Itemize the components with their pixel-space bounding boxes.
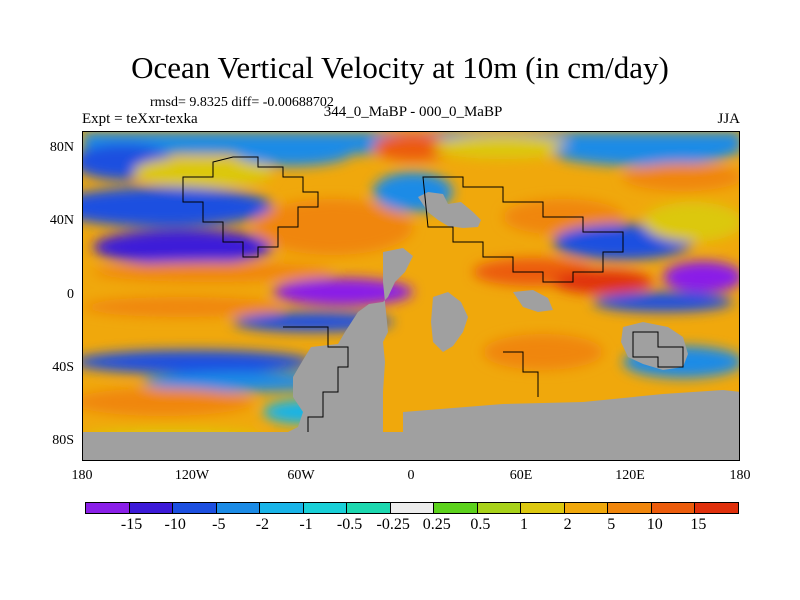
rmsd-diff-stats: rmsd= 9.8325 diff= -0.00688702 (150, 95, 334, 110)
colorbar-label: -0.5 (336, 516, 363, 533)
colorbar-label: -1 (299, 516, 313, 533)
map-canvas (83, 132, 739, 460)
land-masses (83, 192, 739, 460)
colorbar-box (608, 503, 652, 513)
colorbar-box (564, 503, 609, 513)
lat-label-80s: 80S (52, 433, 74, 448)
colorbar-label: 5 (607, 516, 616, 533)
colorbar-box (651, 503, 696, 513)
colorbar-label: -10 (164, 516, 186, 533)
colorbar-box (173, 503, 217, 513)
colorbar-box (695, 503, 738, 513)
colorbar-box (260, 503, 304, 513)
colorbar-box (86, 503, 130, 513)
colorbar-label: 10 (646, 516, 663, 533)
season-label: JJA (717, 111, 740, 127)
colorbar-box (477, 503, 522, 513)
lat-label-80n: 80N (49, 140, 74, 155)
lon-label-60e: 60E (509, 468, 533, 483)
plot-title: Ocean Vertical Velocity at 10m (in cm/da… (131, 50, 669, 85)
lon-label-60w: 60W (287, 468, 315, 483)
colorbar-label: 2 (563, 516, 572, 533)
colorbar-label: 15 (690, 516, 707, 533)
lon-label-0: 0 (407, 468, 415, 483)
coastline-outlines (182, 156, 684, 432)
vertical-velocity-map (82, 131, 740, 461)
colorbar-label: -15 (120, 516, 143, 533)
colorbar (85, 502, 739, 514)
period-difference-label: 344_0_MaBP - 000_0_MaBP (323, 104, 503, 120)
colorbar-box (347, 503, 391, 513)
colorbar-box (216, 503, 261, 513)
lat-label-eq: 0 (67, 287, 74, 302)
lat-label-40s: 40S (52, 360, 74, 375)
colorbar-box (390, 503, 435, 513)
lon-label-120e: 120E (615, 468, 645, 483)
colorbar-label: 0.25 (422, 516, 451, 533)
lon-label-180w: 180 (71, 468, 93, 483)
lon-label-180e: 180 (729, 468, 751, 483)
colorbar-label: -5 (212, 516, 226, 533)
colorbar-box (129, 503, 174, 513)
colorbar-label: 0.5 (470, 516, 491, 533)
colorbar-box (434, 503, 478, 513)
lat-label-40n: 40N (49, 213, 74, 228)
colorbar-label: 1 (520, 516, 528, 533)
colorbar-label: -0.25 (376, 516, 410, 533)
colorbar-label: -2 (255, 516, 270, 533)
lon-label-120w: 120W (174, 468, 210, 483)
colorbar-box (521, 503, 565, 513)
colorbar-box (303, 503, 348, 513)
experiment-label: Expt = teXxr-texka (82, 111, 198, 127)
ocean-velocity-field (83, 132, 739, 445)
